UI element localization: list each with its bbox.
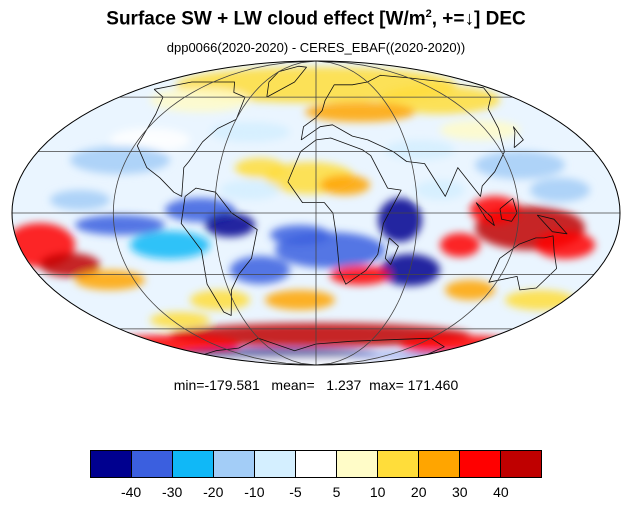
- anomaly-patch: [190, 290, 250, 310]
- coastline-australia: [488, 235, 557, 291]
- coastline-south-america: [180, 187, 258, 316]
- anomaly-patch: [40, 253, 100, 277]
- max-label: max=: [369, 377, 404, 393]
- anomaly-patch: [230, 256, 290, 284]
- colorbar-tick-label: -40: [120, 484, 142, 500]
- anomaly-patch: [380, 86, 500, 114]
- colorbar-box: [173, 451, 214, 477]
- anomaly-patch: [75, 215, 165, 235]
- colorbar-box: [132, 451, 173, 477]
- coastline-japan: [513, 126, 524, 149]
- colorbar-tick-label: 5: [332, 484, 341, 500]
- anomaly-patch: [235, 158, 285, 178]
- stats-line: min=-179.581 mean= 1.237 max= 171.460: [0, 377, 632, 393]
- max-value: 171.460: [407, 377, 459, 393]
- colorbar-tick-label: -20: [203, 484, 224, 500]
- colorbar-tick-label: 30: [452, 484, 468, 500]
- anomaly-patch: [535, 231, 595, 259]
- plot-title: Surface SW + LW cloud effect [W/m2, +=↓]…: [0, 8, 632, 30]
- title-prefix: Surface SW + LW cloud effect [W/m: [106, 8, 426, 30]
- colorbar-tick-labels: -40 -30 -20 -10 -5 5 10 20 30 40: [90, 484, 542, 502]
- coastline-borneo: [499, 198, 518, 222]
- coastline-madagascar: [384, 237, 399, 265]
- mollweide-map: [11, 60, 621, 366]
- anomaly-patch: [75, 270, 145, 290]
- longitude-line: [112, 61, 317, 365]
- colorbar-tick-label: 10: [369, 484, 386, 500]
- mean-label: mean=: [271, 377, 315, 393]
- anomaly-patch: [415, 180, 465, 200]
- longitude-line: [315, 61, 418, 365]
- min-value: -179.581: [204, 377, 260, 393]
- min-label: min=: [173, 377, 205, 393]
- anomaly-patch: [265, 290, 335, 310]
- anomaly-patch: [205, 213, 255, 237]
- colorbar-tick-label: 40: [493, 484, 509, 500]
- anomaly-patch: [150, 312, 210, 328]
- longitude-line: [214, 61, 317, 365]
- colorbar-box: [419, 451, 460, 477]
- title-superscript: 2: [425, 8, 432, 20]
- anomaly-patch: [378, 198, 422, 242]
- colorbar-box: [501, 451, 541, 477]
- plot-subtitle: dpp0066(2020-2020) - CERES_EBAF((2020-20…: [166, 40, 466, 55]
- anomaly-patch: [440, 120, 520, 140]
- coastline-sumatra: [475, 202, 495, 226]
- title-suffix: , +=↓] DEC: [431, 8, 526, 30]
- colorbar-box: [296, 451, 337, 477]
- coastline-greenland: [266, 65, 307, 98]
- anomaly-patch: [305, 102, 415, 122]
- anomaly-patch: [210, 122, 290, 142]
- colorbar-box: [378, 451, 419, 477]
- colorbar-tick-label: -10: [244, 484, 265, 500]
- anomaly-patch: [400, 335, 520, 355]
- anomaly-patch: [130, 231, 210, 259]
- colorbar-box: [460, 451, 501, 477]
- coastline-new-guinea: [536, 214, 568, 235]
- anomaly-patch: [50, 190, 110, 210]
- anomaly-patch: [385, 140, 455, 160]
- coastline-eurasia: [300, 74, 505, 197]
- anomaly-patch: [320, 175, 370, 195]
- coastline-north-america: [136, 81, 246, 197]
- colorbar-tick-label: 20: [410, 484, 427, 500]
- anomaly-patch: [330, 265, 390, 285]
- colorbar-box: [255, 451, 296, 477]
- colorbar-box: [214, 451, 255, 477]
- anomaly-patch: [445, 280, 495, 300]
- anomaly-patch: [110, 128, 190, 152]
- anomaly-patch: [530, 178, 590, 202]
- map-border: [11, 60, 621, 366]
- anomaly-patch: [150, 88, 250, 112]
- mean-value: 1.237: [326, 377, 362, 393]
- anomaly-patch: [475, 151, 565, 179]
- colorbar-tick-label: -5: [289, 484, 302, 500]
- colorbar: [90, 450, 542, 478]
- colorbar-box: [337, 451, 378, 477]
- colorbar-box: [91, 451, 132, 477]
- anomaly-patch: [70, 146, 170, 174]
- graticule: [12, 61, 620, 365]
- anomaly-patch: [220, 180, 280, 200]
- anomaly-patch: [270, 225, 330, 245]
- coastline-africa: [287, 137, 402, 285]
- colorbar-tick-label: -30: [162, 484, 183, 500]
- anomaly-patch: [440, 233, 480, 257]
- longitude-line: [315, 61, 520, 365]
